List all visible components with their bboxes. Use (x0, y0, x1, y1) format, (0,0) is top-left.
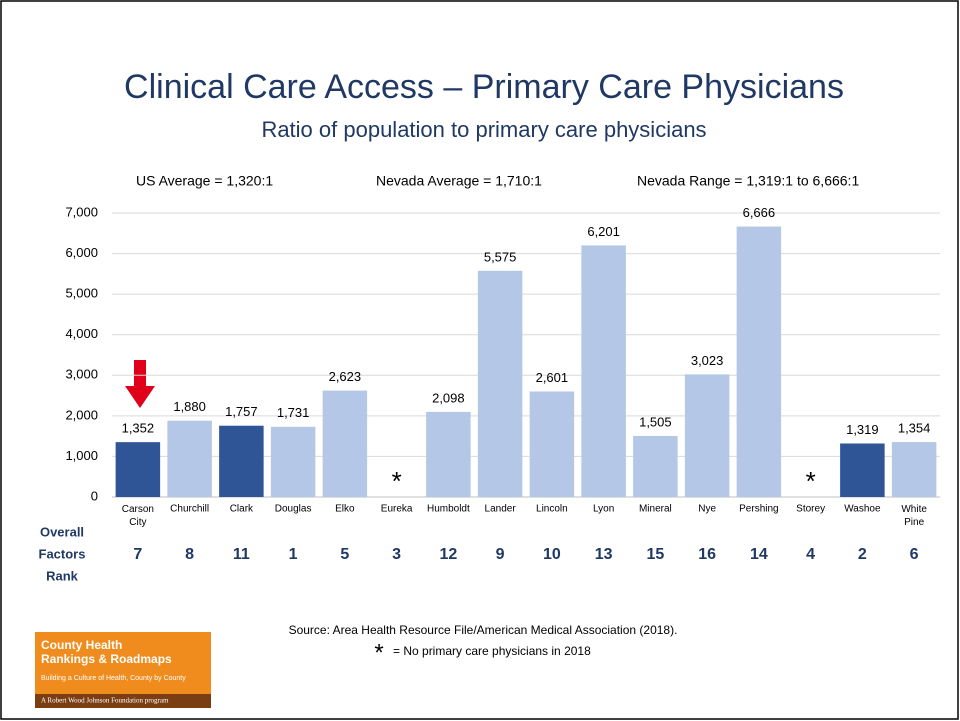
y-tick-label: 5,000 (65, 286, 98, 301)
annotation: Nevada Range = 1,319:1 to 6,666:1 (637, 173, 859, 189)
value-label: 1,352 (122, 421, 155, 436)
rank: 1 (289, 546, 298, 563)
rank: 15 (646, 546, 664, 563)
bar (270, 426, 316, 497)
rank: 5 (340, 546, 349, 563)
logo: County Health Rankings & Roadmaps Buildi… (35, 632, 211, 708)
logo-text: Building a Culture of Health, County by … (41, 675, 186, 682)
logo-text: County Health (41, 638, 122, 652)
bar (529, 391, 575, 497)
y-tick-label: 2,000 (65, 407, 98, 422)
rank: 7 (133, 546, 142, 563)
bar (581, 245, 626, 497)
logo-band (35, 694, 211, 708)
value-label: 1,757 (225, 404, 258, 419)
chart-title: Clinical Care Access – Primary Care Phys… (124, 68, 844, 106)
bar (219, 425, 264, 497)
x-tick-label: Douglas (275, 504, 312, 515)
missing-marker: * (806, 466, 816, 496)
rank: 8 (185, 546, 194, 563)
rank: 10 (543, 546, 561, 563)
rank-label: Factors (39, 546, 86, 561)
value-label: 2,601 (536, 370, 569, 385)
x-tick-label: Clark (230, 504, 254, 515)
source: Source: Area Health Resource File/Americ… (289, 623, 678, 637)
annotation: US Average = 1,320:1 (136, 173, 273, 189)
bar (477, 270, 523, 497)
chart-subtitle: Ratio of population to primary care phys… (261, 117, 706, 142)
y-tick-label: 7,000 (65, 204, 98, 219)
bar (167, 420, 212, 497)
arrow (125, 360, 155, 408)
x-tick-label: Eureka (381, 504, 413, 515)
footnote: = No primary care physicians in 2018 (393, 644, 591, 658)
value-label: 1,731 (277, 405, 310, 420)
x-tick-label: Mineral (639, 504, 672, 515)
bar (115, 442, 161, 497)
value-label: 6,201 (587, 224, 620, 239)
x-tick-label: Washoe (844, 504, 881, 515)
bar (322, 390, 368, 497)
x-tick-label: Churchill (170, 504, 209, 515)
bar (736, 226, 782, 498)
rank: 14 (750, 546, 768, 563)
rank: 9 (496, 546, 505, 563)
bar (633, 435, 678, 497)
rank: 13 (595, 546, 613, 563)
value-label: 5,575 (484, 249, 517, 264)
y-tick-label: 6,000 (65, 245, 98, 260)
logo-text: A Robert Wood Johnson Foundation program (41, 697, 169, 705)
y-tick-label: 4,000 (65, 326, 98, 341)
rank: 3 (392, 546, 401, 563)
rank-label: Rank (46, 568, 79, 583)
x-tick-label: Nye (698, 504, 716, 515)
x-tick-label: Elko (335, 504, 355, 515)
rank-label: Overall (40, 524, 84, 539)
bar (426, 411, 471, 497)
footnote-marker: * (374, 639, 383, 666)
bar (891, 442, 937, 497)
x-tick-label: Lyon (593, 504, 614, 515)
value-label: 1,505 (639, 414, 672, 429)
value-label: 6,666 (743, 205, 776, 220)
x-tick-label: White Pine (901, 504, 927, 528)
value-label: 3,023 (691, 353, 724, 368)
value-label: 1,319 (846, 422, 879, 437)
bar (840, 443, 885, 497)
value-label: 2,098 (432, 390, 465, 405)
rank: 6 (910, 546, 919, 563)
x-tick-label: Lincoln (536, 504, 568, 515)
x-tick-label: Storey (796, 504, 825, 515)
value-label: 1,354 (898, 421, 931, 436)
x-tick-label: Lander (485, 504, 517, 515)
x-tick-label: Humboldt (427, 504, 470, 515)
value-label: 2,623 (329, 369, 362, 384)
missing-marker: * (392, 466, 402, 496)
rank: 4 (806, 546, 815, 563)
y-tick-label: 3,000 (65, 367, 98, 382)
x-tick-label: Pershing (739, 504, 778, 515)
rank: 12 (439, 546, 457, 563)
rank: 11 (233, 546, 250, 563)
rank: 16 (698, 546, 716, 563)
rank: 2 (858, 546, 867, 563)
x-tick-label: Carson City (122, 504, 154, 528)
y-tick-label: 0 (91, 488, 98, 503)
logo-text: Rankings & Roadmaps (41, 652, 172, 666)
bar (684, 374, 730, 497)
y-tick-label: 1,000 (65, 448, 98, 463)
value-label: 1,880 (173, 399, 206, 414)
annotation: Nevada Average = 1,710:1 (376, 173, 542, 189)
